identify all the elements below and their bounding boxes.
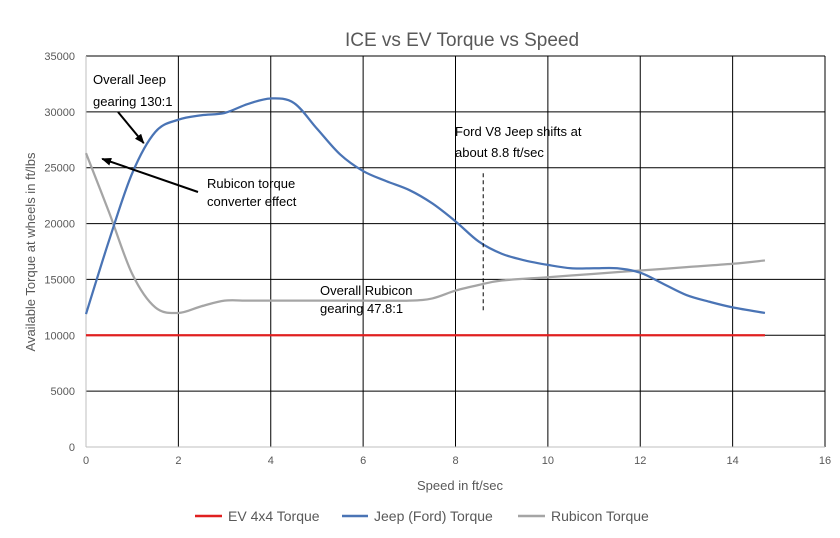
- annotation-rubicon-converter: Rubicon torque converter effect: [101, 157, 297, 209]
- legend-label-ev-4x4: EV 4x4 Torque: [228, 508, 320, 524]
- annotation-rubicon-converter-line-2: converter effect: [207, 194, 297, 209]
- x-tick-label: 0: [83, 455, 89, 467]
- annotation-rubicon-converter-line-1: Rubicon torque: [207, 176, 295, 191]
- series-line-jeep-ford: [84, 97, 766, 315]
- y-tick-label: 25000: [44, 163, 75, 175]
- y-tick-label: 10000: [44, 330, 75, 342]
- axes: [85, 56, 825, 448]
- x-tick-label: 10: [542, 455, 554, 467]
- x-tick-label: 2: [175, 455, 181, 467]
- tick-labels: 0 5000 10000 15000 20000 25000 30000 35000 0 2 4 6 8…: [44, 51, 831, 467]
- legend-item-jeep-ford: Jeep (Ford) Torque: [342, 508, 493, 524]
- legend-label-rubicon: Rubicon Torque: [551, 508, 649, 524]
- y-tick-label: 0: [69, 442, 75, 454]
- annotation-jeep-gearing: Overall Jeep gearing 130:1: [93, 72, 173, 144]
- annotation-rubicon-gearing: Overall Rubicon gearing 47.8:1: [320, 283, 413, 316]
- annotation-jeep-gearing-arrow: [117, 111, 145, 144]
- y-tick-label: 35000: [44, 51, 75, 63]
- x-tick-label: 6: [360, 455, 366, 467]
- annotation-rubicon-converter-arrow: [101, 157, 199, 193]
- legend-item-rubicon: Rubicon Torque: [518, 508, 649, 524]
- annotation-jeep-gearing-line-2: gearing 130:1: [93, 94, 173, 109]
- x-tick-label: 8: [452, 455, 458, 467]
- x-tick-label: 14: [727, 455, 739, 467]
- y-tick-label: 30000: [44, 107, 75, 119]
- gridlines: [86, 55, 826, 447]
- y-tick-label: 5000: [51, 386, 75, 398]
- series-layer: [84, 97, 766, 337]
- chart-title: ICE vs EV Torque vs Speed: [345, 30, 579, 51]
- y-tick-label: 15000: [44, 274, 75, 286]
- annotation-ford-shift: Ford V8 Jeep shifts at about 8.8 ft/sec: [455, 124, 582, 313]
- x-tick-label: 16: [819, 455, 831, 467]
- y-tick-label: 20000: [44, 219, 75, 231]
- annotation-rubicon-gearing-line-2: gearing 47.8:1: [320, 301, 403, 316]
- x-tick-label: 4: [268, 455, 274, 467]
- x-axis-label: Speed in ft/sec: [417, 478, 503, 493]
- x-tick-label: 12: [634, 455, 646, 467]
- y-axis-label: Available Torque at wheels in ft/lbs: [23, 152, 38, 351]
- legend-label-jeep-ford: Jeep (Ford) Torque: [374, 508, 493, 524]
- annotation-ford-shift-line-2: about 8.8 ft/sec: [455, 145, 544, 160]
- annotation-ford-shift-line-1: Ford V8 Jeep shifts at: [455, 124, 582, 139]
- legend-item-ev-4x4: EV 4x4 Torque: [195, 508, 320, 524]
- annotation-jeep-gearing-line-1: Overall Jeep: [93, 72, 166, 87]
- series-line-rubicon: [84, 152, 766, 315]
- annotation-rubicon-gearing-line-1: Overall Rubicon: [320, 283, 413, 298]
- legend: EV 4x4 Torque Jeep (Ford) Torque Rubicon…: [195, 508, 649, 524]
